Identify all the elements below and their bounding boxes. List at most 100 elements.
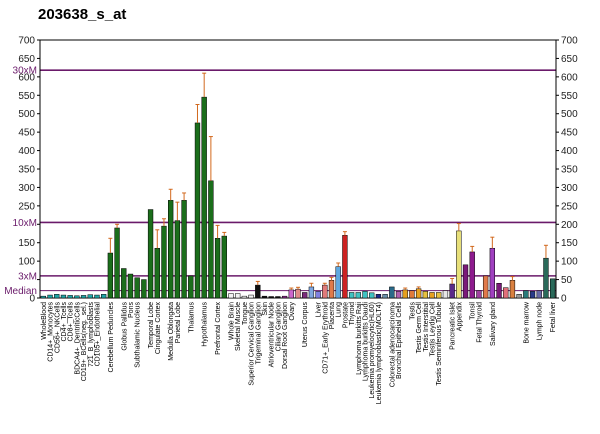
category-label: Bronchial Epithelial Cells — [396, 302, 403, 380]
bar — [241, 295, 248, 299]
bar — [429, 292, 435, 299]
bar — [335, 266, 341, 299]
bar — [449, 283, 455, 299]
category-labels: WholeBlood CD14+_Monocytes CD56+_NKCells CD… — [41, 301, 557, 404]
bar — [228, 293, 234, 299]
category-label: Dorsal Root Ganglion — [282, 302, 289, 369]
bar — [194, 122, 201, 299]
y-tick-label-left: 300 — [18, 183, 35, 194]
category-label: Thyroid — [349, 302, 356, 325]
bar — [87, 294, 93, 299]
category-label: Lymphoma burkitts Daudi — [363, 302, 370, 382]
bar — [496, 283, 502, 299]
bar — [482, 275, 489, 299]
bar — [422, 291, 428, 299]
category-label: Fetal Thyroid — [476, 302, 483, 343]
category-label: CD14+_Monocytes — [48, 302, 55, 362]
y-tick-label-right: 0 — [561, 294, 567, 305]
bar — [94, 294, 100, 299]
category-label: Cingulate Cortex — [155, 302, 162, 355]
bar — [168, 200, 174, 299]
bar — [208, 180, 214, 299]
bar — [248, 294, 254, 299]
y-tick-label-right: 500 — [561, 109, 578, 120]
y-tick-label-right: 450 — [561, 128, 578, 139]
bar — [382, 294, 388, 299]
category-label: Ciliary Ganglion — [275, 302, 282, 352]
bar — [127, 273, 134, 299]
bar — [255, 284, 261, 299]
category-label: Testis — [409, 302, 416, 320]
reference-label: 3xM — [18, 271, 37, 282]
category-label: WholeBlood — [41, 302, 48, 340]
bar — [322, 284, 328, 299]
y-tick-label-right: 650 — [561, 54, 578, 65]
bar — [201, 96, 207, 299]
y-tick-label-left: 500 — [18, 109, 35, 120]
category-label: Testis Seminiferous Tubule — [436, 302, 443, 386]
bar — [348, 292, 355, 299]
reference-label: Median — [4, 286, 37, 297]
bar — [355, 292, 361, 299]
category-label: Lymphoma burkitts Raji — [356, 302, 363, 375]
category-label: Uterus Corpus — [302, 302, 309, 348]
y-tick-label-left: 250 — [18, 201, 35, 212]
y-tick-label-right: 50 — [561, 275, 573, 286]
bar — [54, 294, 60, 299]
bar — [549, 278, 556, 299]
category-label: Trigeminal Ganglion — [255, 302, 262, 364]
category-label: Pons — [128, 302, 135, 318]
category-label: Atrioventricular Node — [269, 302, 276, 367]
bar — [476, 290, 482, 299]
bar — [235, 293, 241, 299]
y-tick-label-left: 350 — [18, 165, 35, 176]
bar — [147, 209, 154, 299]
category-label: Temporal Lobe — [148, 302, 155, 348]
bar — [181, 200, 187, 299]
bar — [134, 277, 140, 299]
y-tick-label-left: 650 — [18, 54, 35, 65]
bar — [80, 295, 87, 299]
category-label: CD56+_NKCells — [54, 302, 61, 354]
category-label: Skin — [262, 302, 269, 316]
y-tick-label-right: 150 — [561, 238, 578, 249]
bar — [523, 290, 529, 299]
category-label: Placenta — [329, 302, 336, 329]
bar — [295, 288, 301, 299]
bars — [40, 96, 556, 299]
bar — [302, 292, 308, 299]
bar — [442, 290, 449, 299]
y-tick-label-left: 150 — [18, 238, 35, 249]
category-label: Thalamus — [188, 302, 195, 333]
y-tick-label-left: 0 — [29, 294, 35, 305]
category-label: Testis Leydig Cell — [430, 302, 437, 357]
y-tick-label-right: 600 — [561, 72, 578, 83]
category-label: Skeletal Muscle — [235, 302, 242, 351]
category-label: Ovary — [289, 302, 296, 321]
category-label: Prostate — [342, 302, 349, 328]
bar — [328, 280, 335, 299]
y-tick-label-left: 400 — [18, 146, 35, 157]
bar — [543, 257, 549, 299]
category-label: Cerebellum Peduncles — [108, 302, 115, 373]
category-label: Lymph node — [537, 302, 544, 340]
bar — [529, 291, 536, 299]
bar — [362, 291, 368, 299]
bar — [503, 287, 509, 299]
bar — [536, 290, 542, 299]
category-label: CD8+_Tcells — [68, 302, 75, 342]
category-label: Fetal liver — [550, 301, 557, 332]
bar — [107, 252, 114, 299]
category-label: Tongue — [242, 302, 249, 325]
category-label: Salivary gland — [490, 302, 497, 346]
y-tick-label-right: 400 — [561, 146, 578, 157]
bar — [174, 220, 181, 299]
bar — [395, 291, 402, 299]
category-label: BDCA4+_DentriticCells — [74, 302, 81, 375]
bar — [154, 247, 160, 299]
bar — [40, 295, 47, 299]
category-label: Subthalamic Nucleus — [135, 302, 142, 368]
bar — [261, 295, 268, 299]
category-label: Globus Pallidus — [121, 302, 128, 351]
